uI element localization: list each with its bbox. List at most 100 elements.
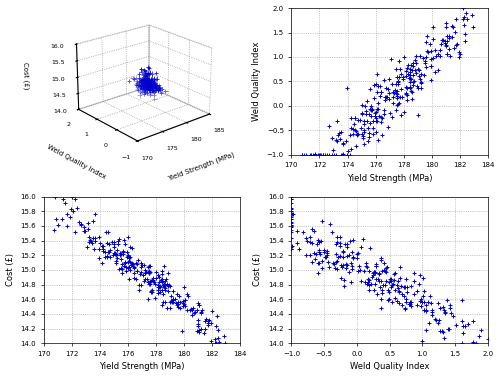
Point bbox=[360, 118, 368, 124]
Point bbox=[375, 113, 383, 120]
Point bbox=[82, 244, 90, 250]
Point bbox=[452, 42, 460, 48]
Point bbox=[429, 25, 437, 31]
Point bbox=[154, 290, 162, 296]
Point bbox=[98, 243, 106, 249]
Point bbox=[346, 152, 354, 158]
Point bbox=[113, 255, 121, 261]
Point bbox=[124, 265, 132, 271]
Point bbox=[156, 284, 164, 290]
Point bbox=[118, 266, 126, 272]
Point bbox=[358, 102, 366, 108]
Point bbox=[144, 270, 152, 276]
Point bbox=[342, 241, 349, 247]
Point bbox=[410, 78, 418, 84]
Point bbox=[152, 276, 160, 282]
Point bbox=[432, 53, 440, 59]
Point bbox=[415, 281, 423, 287]
Point bbox=[320, 152, 328, 158]
Point bbox=[319, 152, 327, 158]
Point bbox=[450, 24, 458, 30]
Point bbox=[386, 110, 394, 116]
Point bbox=[395, 288, 403, 294]
Point bbox=[346, 132, 354, 138]
Point bbox=[402, 289, 410, 295]
Point bbox=[63, 223, 71, 229]
Point bbox=[328, 229, 336, 235]
Point bbox=[334, 254, 342, 260]
Point bbox=[434, 300, 442, 307]
Point bbox=[370, 118, 378, 124]
Point bbox=[336, 243, 344, 249]
Point bbox=[390, 271, 398, 277]
Point bbox=[146, 278, 154, 284]
Point bbox=[353, 132, 361, 138]
Point bbox=[374, 276, 382, 282]
Point bbox=[200, 329, 208, 336]
Point bbox=[460, 14, 468, 20]
Point bbox=[408, 283, 416, 289]
Point bbox=[163, 281, 171, 287]
Point bbox=[178, 328, 186, 334]
Point bbox=[373, 106, 381, 112]
Point bbox=[393, 282, 401, 288]
Point bbox=[382, 268, 390, 274]
Point bbox=[347, 125, 355, 131]
Point bbox=[154, 284, 162, 290]
Point bbox=[144, 279, 152, 285]
Point bbox=[161, 299, 169, 305]
Point bbox=[387, 276, 395, 282]
Point bbox=[438, 328, 446, 334]
Point bbox=[452, 29, 460, 35]
Point bbox=[366, 106, 374, 112]
Point bbox=[288, 216, 296, 222]
Point bbox=[378, 114, 386, 120]
Point bbox=[338, 248, 346, 254]
Point bbox=[170, 288, 177, 294]
Point bbox=[134, 257, 142, 263]
Point bbox=[406, 84, 414, 90]
Point bbox=[95, 256, 103, 262]
Point bbox=[392, 270, 400, 276]
Point bbox=[98, 260, 106, 266]
Point bbox=[397, 112, 405, 118]
Point bbox=[402, 91, 409, 97]
Point bbox=[459, 329, 467, 336]
Point bbox=[372, 109, 380, 115]
Point bbox=[442, 51, 450, 57]
Point bbox=[384, 287, 392, 293]
Point bbox=[197, 310, 205, 316]
Point bbox=[336, 253, 344, 259]
Point bbox=[71, 230, 79, 236]
Point bbox=[455, 49, 463, 55]
Point bbox=[464, 322, 471, 328]
Point bbox=[288, 208, 296, 214]
Point bbox=[469, 24, 477, 30]
Point bbox=[403, 97, 411, 103]
Point bbox=[337, 276, 345, 282]
Point bbox=[396, 74, 404, 80]
Point bbox=[397, 71, 405, 77]
Point bbox=[372, 115, 380, 121]
Point bbox=[96, 240, 104, 246]
Point bbox=[424, 33, 432, 39]
Point bbox=[394, 78, 402, 84]
Point bbox=[469, 339, 477, 345]
Point bbox=[116, 253, 124, 259]
Point bbox=[182, 291, 190, 297]
Point bbox=[376, 284, 384, 290]
Point bbox=[366, 135, 374, 141]
Point bbox=[181, 297, 189, 303]
Point bbox=[158, 276, 166, 282]
Point bbox=[351, 115, 359, 121]
Point bbox=[400, 284, 407, 290]
Point bbox=[428, 77, 436, 83]
Point bbox=[450, 45, 458, 51]
Point bbox=[50, 227, 58, 233]
Point bbox=[320, 249, 328, 255]
Point bbox=[372, 118, 380, 124]
Point bbox=[357, 278, 365, 284]
Point bbox=[142, 267, 150, 273]
Point bbox=[161, 278, 169, 284]
Point bbox=[377, 89, 385, 95]
